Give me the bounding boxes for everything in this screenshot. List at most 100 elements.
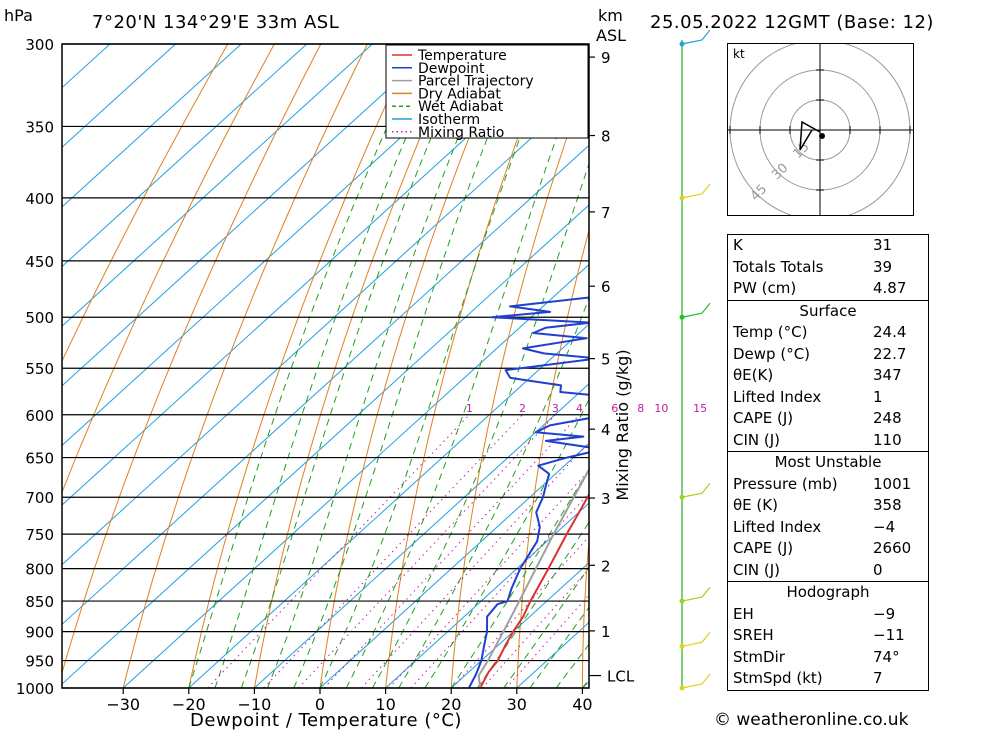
height-unit-asl: ASL xyxy=(596,26,626,45)
height-tick-label: 4 xyxy=(601,421,611,439)
table-key: Lifted Index xyxy=(733,387,822,406)
legend-label: Mixing Ratio xyxy=(418,125,504,141)
wet-adiabat-line xyxy=(345,48,589,688)
table-row: StmDir 74° xyxy=(728,647,928,669)
table-row: Pressure (mb) 1001 xyxy=(728,474,928,496)
table-row: θE (K) 358 xyxy=(728,495,928,517)
legend-label: Wet Adiabat xyxy=(418,99,504,115)
mixing-ratio-line xyxy=(481,568,589,688)
table-key: θE(K) xyxy=(733,366,774,384)
wet-adiabat-line xyxy=(398,296,589,688)
isotherm-line xyxy=(319,442,589,688)
table-key: Pressure (mb) xyxy=(733,474,838,493)
height-unit: km xyxy=(598,6,623,25)
isotherm-line xyxy=(62,44,504,447)
table-key: StmDir xyxy=(733,647,785,666)
legend-label: Dry Adiabat xyxy=(418,86,501,102)
table-key: CIN (J) xyxy=(733,560,781,579)
temp-tick-label: −10 xyxy=(238,695,272,714)
wind-barb xyxy=(681,482,711,498)
temp-tick-label: 20 xyxy=(441,695,461,714)
storm-motion-marker xyxy=(819,133,825,139)
mixing-ratio-line xyxy=(263,414,523,688)
table-key: Lifted Index xyxy=(733,517,822,536)
height-tick-label: 6 xyxy=(601,278,611,296)
dry-adiabat-line xyxy=(122,44,368,688)
mixing-ratio-label: 15 xyxy=(693,402,707,415)
wind-barb xyxy=(681,183,711,199)
table-value: 74° xyxy=(873,647,900,666)
mixing-ratio-label: 3 xyxy=(552,402,559,415)
mixing-ratio-label: 8 xyxy=(637,402,644,415)
mixing-ratio-line xyxy=(410,492,589,688)
wind-barb xyxy=(681,673,711,689)
pressure-tick-label: 450 xyxy=(25,253,54,271)
isotherm-line xyxy=(62,44,373,327)
pressure-tick-label: 750 xyxy=(25,526,54,544)
wind-barb xyxy=(681,302,711,318)
mixing-ratio-line xyxy=(361,441,589,688)
pressure-tick-label: 900 xyxy=(25,624,54,642)
table-value: 0 xyxy=(873,560,883,579)
pressure-tick-label: 650 xyxy=(25,450,54,468)
isotherm-line xyxy=(648,44,720,688)
table-key: StmSpd (kt) xyxy=(733,669,823,687)
table-value: 110 xyxy=(873,430,902,449)
table-value: 24.4 xyxy=(873,323,907,341)
mixing-ratio-label: 6 xyxy=(611,402,618,415)
temperature-line xyxy=(479,492,589,688)
wet-adiabat-line xyxy=(555,643,589,688)
mixing-ratio-label: 4 xyxy=(576,402,583,415)
hodograph-ring-label: 30 xyxy=(769,161,791,183)
table-row: CAPE (J) 2660 xyxy=(728,538,928,560)
table-key: K xyxy=(733,236,743,254)
height-tick-label: 1 xyxy=(601,623,611,641)
pressure-tick-label: 350 xyxy=(25,118,54,136)
isotherm-line xyxy=(122,263,589,688)
hodograph-unit: kt xyxy=(733,47,745,61)
hodograph-stats-title: Hodograph xyxy=(786,583,870,601)
dry-adiabat-line xyxy=(62,44,229,363)
table-value: 39 xyxy=(873,257,893,276)
table-key: CAPE (J) xyxy=(733,539,794,557)
table-value: −9 xyxy=(873,604,896,623)
temp-tick-label: 30 xyxy=(507,695,527,714)
footer-credit[interactable]: © weatheronline.co.uk xyxy=(714,710,909,730)
dewpoint-line xyxy=(468,296,589,688)
isotherm-line xyxy=(62,44,242,208)
legend-label: Parcel Trajectory xyxy=(418,74,534,90)
hodograph-ring-label: 45 xyxy=(748,182,770,204)
table-value: 7 xyxy=(873,669,883,687)
temp-tick-label: 0 xyxy=(315,695,325,714)
x-axis-title: Dewpoint / Temperature (°C) xyxy=(190,710,462,731)
table-key: Totals Totals xyxy=(733,257,824,276)
isotherm-line xyxy=(62,44,570,506)
pressure-tick-label: 600 xyxy=(25,407,54,425)
wind-barb xyxy=(681,586,711,602)
table-row: Dewp (°C) 22.7 xyxy=(728,344,928,366)
table-row: SREH −11 xyxy=(728,625,928,647)
table-value: 1 xyxy=(873,387,883,406)
pressure-tick-label: 550 xyxy=(25,360,54,378)
pressure-tick-label: 950 xyxy=(25,653,54,671)
parcel-trajectory-line xyxy=(477,467,589,688)
height-tick-label: 9 xyxy=(601,49,611,67)
table-row: PW (cm) 4.87 xyxy=(728,278,928,300)
isotherm-line xyxy=(62,44,439,387)
table-value: 31 xyxy=(873,236,893,254)
isotherm-line xyxy=(62,204,589,685)
hodograph-trace xyxy=(799,120,821,151)
table-value: 347 xyxy=(873,366,902,384)
hodograph-panel: kt 15 30 45 xyxy=(727,39,914,221)
surface-title: Surface xyxy=(799,301,857,320)
height-tick-label: 2 xyxy=(601,557,611,575)
height-tick-label: 7 xyxy=(601,204,611,222)
table-row: K 31 xyxy=(728,235,928,257)
isotherm-line xyxy=(62,44,308,268)
legend-label: Dewpoint xyxy=(418,61,485,77)
table-value: −4 xyxy=(873,517,896,536)
table-value: 358 xyxy=(873,496,902,514)
dry-adiabat-line xyxy=(647,44,720,688)
table-value: 248 xyxy=(873,409,902,427)
table-row: Temp (°C) 24.4 xyxy=(728,322,928,344)
